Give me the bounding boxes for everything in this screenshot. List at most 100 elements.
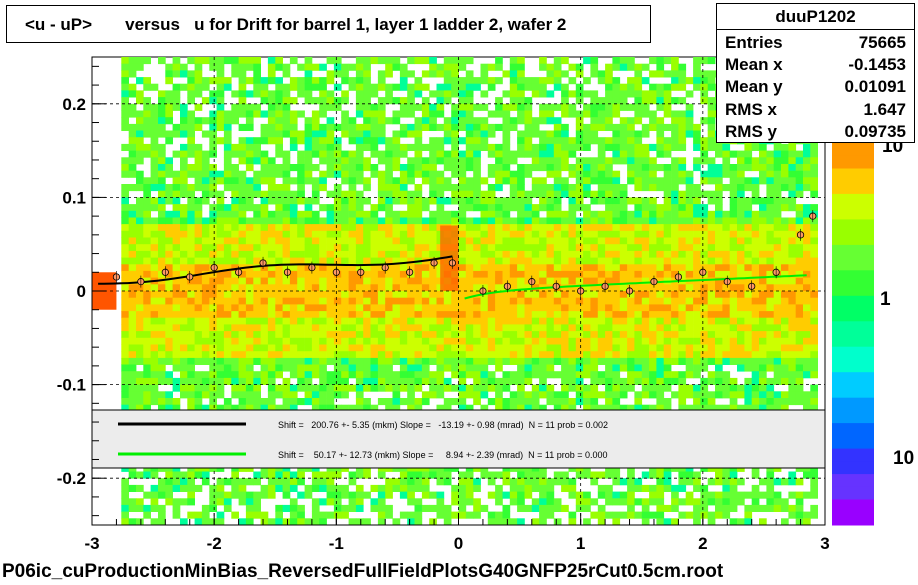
heatmap-cell (267, 237, 276, 245)
heatmap-cell (605, 164, 613, 172)
heatmap-cell (165, 184, 173, 192)
heatmap-cell (304, 357, 313, 365)
heatmap-cell (341, 264, 349, 272)
heatmap-cell (458, 371, 467, 379)
heatmap-cell (136, 150, 144, 158)
heatmap-cell (465, 110, 474, 118)
heatmap-cell (363, 237, 371, 245)
heatmap-cell (722, 478, 731, 486)
heatmap-cell (253, 204, 261, 212)
heatmap-cell (121, 250, 129, 258)
heatmap-cell (531, 384, 540, 392)
heatmap-cell (583, 384, 591, 392)
heatmap-cell (524, 364, 533, 372)
heatmap-cell (619, 317, 628, 325)
heatmap-cell (180, 123, 188, 131)
heatmap-cell (238, 224, 247, 232)
heatmap-cell (363, 224, 371, 232)
heatmap-cell (187, 90, 195, 98)
heatmap-cell (641, 90, 650, 98)
heatmap-cell (392, 317, 401, 325)
heatmap-cell (143, 471, 151, 479)
heatmap-cell (304, 157, 313, 165)
heatmap-cell (194, 344, 203, 352)
heatmap-cell (341, 304, 349, 312)
heatmap-cell (517, 270, 525, 278)
heatmap-cell (377, 504, 386, 512)
heatmap-cell (165, 264, 173, 272)
heatmap-cell (348, 351, 357, 359)
heatmap-cell (187, 391, 195, 399)
heatmap-cell (326, 317, 335, 325)
heatmap-cell (319, 484, 327, 492)
heatmap-cell (260, 250, 269, 258)
heatmap-cell (722, 371, 731, 379)
heatmap-cell (421, 164, 430, 172)
heatmap-cell (414, 498, 423, 506)
heatmap-cell (209, 304, 217, 312)
heatmap-cell (297, 331, 305, 339)
heatmap-cell (473, 371, 481, 379)
heatmap-cell (377, 97, 386, 105)
heatmap-cell (128, 217, 137, 225)
heatmap-cell (693, 404, 701, 412)
heatmap-cell (370, 110, 379, 118)
heatmap-cell (597, 264, 606, 272)
heatmap-cell (158, 377, 166, 385)
heatmap-cell (663, 230, 672, 238)
heatmap-cell (612, 130, 621, 138)
heatmap-cell (223, 304, 232, 312)
heatmap-cell (612, 351, 621, 359)
heatmap-cell (539, 184, 547, 192)
heatmap-cell (407, 70, 415, 78)
heatmap-cell (158, 364, 166, 372)
heatmap-cell (561, 217, 569, 225)
heatmap-cell (495, 357, 503, 365)
heatmap-cell (275, 184, 283, 192)
heatmap-cell (355, 137, 364, 145)
heatmap-cell (509, 391, 518, 399)
heatmap-cell (627, 63, 635, 71)
heatmap-cell (715, 297, 723, 305)
heatmap-cell (641, 284, 650, 292)
heatmap-cell (253, 377, 261, 385)
heatmap-cell (619, 377, 628, 385)
heatmap-cell (304, 97, 313, 105)
heatmap-cell (524, 230, 533, 238)
heatmap-cell (223, 130, 232, 138)
heatmap-cell (715, 498, 723, 506)
heatmap-cell (553, 471, 562, 479)
heatmap-cell (253, 478, 261, 486)
heatmap-cell (209, 331, 217, 339)
heatmap-cell (399, 184, 408, 192)
heatmap-cell (443, 90, 452, 98)
heatmap-cell (561, 70, 569, 78)
heatmap-cell (627, 117, 635, 125)
heatmap-cell (326, 297, 335, 305)
heatmap-cell (355, 311, 364, 319)
heatmap-cell (524, 204, 533, 212)
heatmap-cell (355, 63, 364, 71)
heatmap-cell (531, 518, 540, 526)
heatmap-cell (348, 311, 357, 319)
heatmap-cell (531, 304, 540, 312)
heatmap-cell (737, 324, 745, 332)
heatmap-cell (531, 317, 540, 325)
heatmap-cell (458, 337, 467, 345)
heatmap-cell (136, 217, 144, 225)
heatmap-cell (568, 217, 577, 225)
heatmap-cell (531, 237, 540, 245)
heatmap-cell (722, 150, 731, 158)
heatmap-cell (495, 177, 503, 185)
heatmap-cell (597, 110, 606, 118)
heatmap-cell (121, 63, 129, 71)
heatmap-cell (465, 97, 474, 105)
heatmap-cell (458, 110, 467, 118)
heatmap-cell (451, 143, 459, 151)
heatmap-cell (722, 170, 731, 178)
heatmap-cell (436, 97, 445, 105)
heatmap-cell (370, 117, 379, 125)
heatmap-cell (180, 204, 188, 212)
heatmap-cell (546, 103, 555, 111)
heatmap-cell (355, 164, 364, 172)
